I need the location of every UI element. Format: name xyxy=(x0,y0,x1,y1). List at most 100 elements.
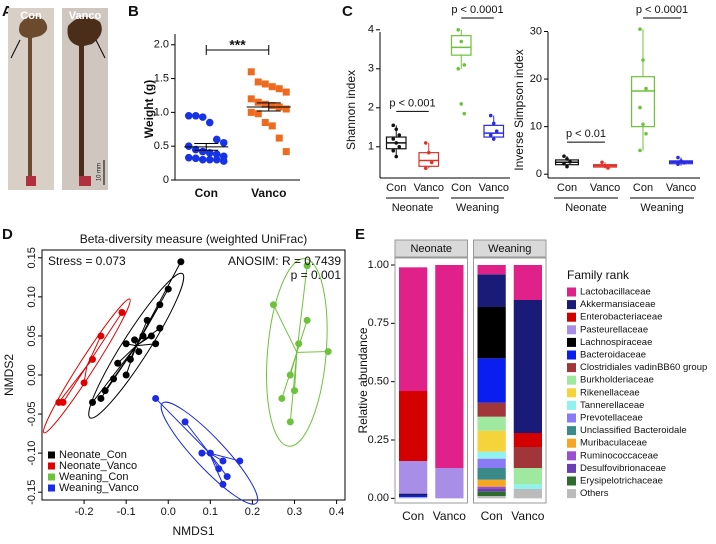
spider-line xyxy=(92,345,137,403)
point xyxy=(641,58,645,62)
y-tick-label: 1.0 xyxy=(154,106,169,118)
point xyxy=(275,134,283,142)
point xyxy=(184,153,193,162)
y-axis-label: Weight (g) xyxy=(142,80,156,138)
x-tick-label: Con xyxy=(195,186,218,200)
spider-line xyxy=(62,365,88,403)
point xyxy=(491,121,496,126)
comparison-label: p < 0.001 xyxy=(389,97,435,109)
point xyxy=(198,147,207,156)
legend-label: Desulfovibrionaceae xyxy=(580,463,666,474)
x-tick-label: -0.2 xyxy=(75,506,94,518)
point xyxy=(423,141,428,145)
point xyxy=(456,67,461,71)
legend-swatch xyxy=(567,413,576,423)
point xyxy=(247,68,255,76)
bar-segment xyxy=(513,433,543,447)
point xyxy=(152,340,160,348)
legend-label: Tannerellaceae xyxy=(580,400,644,411)
bar-segment xyxy=(513,468,543,485)
panel-label: E xyxy=(355,226,365,243)
point xyxy=(394,154,399,159)
bar-segment xyxy=(477,458,506,468)
point xyxy=(152,394,160,402)
y-tick-label: 0.5 xyxy=(154,140,169,152)
group-label: Weaning xyxy=(456,202,499,214)
bar-segment xyxy=(513,489,543,499)
point xyxy=(562,154,566,158)
annotation: ANOSIM: R = 0.7439 xyxy=(228,254,341,268)
facet-header xyxy=(394,239,468,258)
point xyxy=(269,301,277,309)
point xyxy=(254,78,262,86)
point xyxy=(261,80,269,88)
point xyxy=(278,394,286,402)
point xyxy=(177,258,185,266)
y-tick-label: -0.10 xyxy=(26,441,38,466)
point xyxy=(223,473,231,481)
point xyxy=(97,394,105,402)
x-tick-label: Vanco xyxy=(433,509,466,523)
point xyxy=(644,131,648,136)
y-tick-label: -0.15 xyxy=(26,480,38,505)
point xyxy=(198,155,207,164)
point xyxy=(212,135,221,144)
legend-label: Akkermansiaceae xyxy=(580,299,656,310)
legend-swatch xyxy=(567,476,576,486)
bar-segment xyxy=(477,265,506,275)
point xyxy=(219,480,227,488)
point xyxy=(391,148,396,153)
legend-label: Prevotellaceae xyxy=(580,413,643,424)
photo-label: Con xyxy=(20,10,42,22)
point xyxy=(603,164,607,168)
point xyxy=(459,102,464,106)
bar-segment xyxy=(477,402,506,417)
photo xyxy=(8,8,54,190)
point xyxy=(156,301,164,309)
bar-segment xyxy=(477,486,506,489)
point xyxy=(215,465,223,473)
legend-swatch xyxy=(567,337,576,347)
legend-label: Enterobacteriaceae xyxy=(580,312,662,323)
bar-segment xyxy=(477,489,506,492)
ellipse xyxy=(88,272,185,419)
bar-segment xyxy=(477,468,506,480)
spider-line xyxy=(135,304,161,346)
point xyxy=(191,145,200,154)
point xyxy=(565,157,569,161)
y-tick-label: 0.10 xyxy=(26,286,38,307)
legend-label: Burkholderiaceae xyxy=(580,375,654,386)
photo-label: Vanco xyxy=(69,10,102,22)
point xyxy=(205,118,214,127)
point xyxy=(205,155,214,164)
point xyxy=(89,398,96,406)
point xyxy=(397,145,402,149)
x-tick-label: Con xyxy=(481,509,503,523)
point xyxy=(122,371,130,379)
group-label: Weaning xyxy=(640,202,683,214)
y-tick-label: 0.00 xyxy=(26,364,38,385)
facet-frame xyxy=(394,257,468,504)
y-tick-label: -0.05 xyxy=(26,402,38,427)
legend-label: Weaning_Con xyxy=(59,471,129,483)
photo xyxy=(62,8,108,190)
comparison-label: p < 0.0001 xyxy=(451,4,503,16)
legend-label: Rikenellaceae xyxy=(580,387,640,398)
y-axis-label: Shannon index xyxy=(344,70,358,150)
y-axis-label: NMDS2 xyxy=(2,354,16,396)
bar-segment xyxy=(398,494,428,498)
point xyxy=(303,262,311,270)
point xyxy=(219,457,227,465)
bar-segment xyxy=(513,447,543,468)
ellipse xyxy=(43,298,131,434)
point xyxy=(135,348,143,356)
legend-swatch xyxy=(567,438,576,448)
bar-segment xyxy=(398,267,428,391)
legend-swatch xyxy=(567,325,576,335)
group-label: Neonate xyxy=(392,202,434,214)
y-tick-label: 0 xyxy=(163,174,169,186)
point xyxy=(638,27,642,31)
y-tick-label: 2.0 xyxy=(154,39,169,51)
x-tick-label: 0.0 xyxy=(161,506,176,518)
